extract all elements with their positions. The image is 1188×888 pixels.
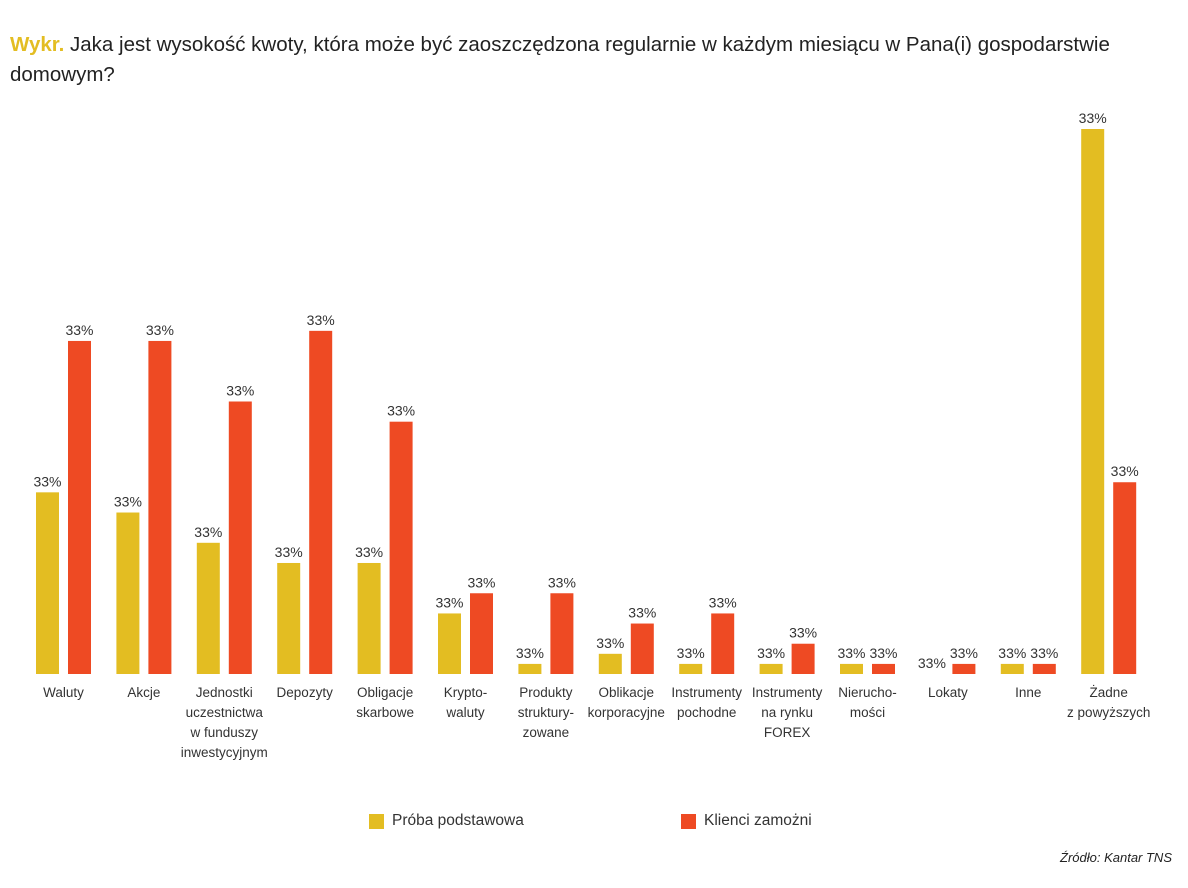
data-label-klienci-0: 33% xyxy=(65,322,93,338)
bar-klienci-10 xyxy=(872,663,895,674)
category-label-9: Instrumenty na rynku FOREX xyxy=(752,685,823,740)
bar-proba-8 xyxy=(679,663,703,674)
data-label-klienci-2: 33% xyxy=(226,383,254,399)
category-label-10: Nierucho-mości xyxy=(838,685,897,720)
category-label-7: Oblikacje korporacyjne xyxy=(588,685,665,720)
bar-klienci-5 xyxy=(470,593,493,674)
category-label-0: Waluty xyxy=(43,685,84,700)
bar-proba-6 xyxy=(518,663,542,674)
legend-swatch-klienci xyxy=(681,813,696,829)
data-label-proba-13: 33% xyxy=(1079,110,1107,126)
category-label-8: Instrumenty pochodne xyxy=(671,685,742,720)
bar-proba-4 xyxy=(357,562,381,674)
bar-klienci-7 xyxy=(630,623,654,674)
bar-klienci-6 xyxy=(550,593,574,674)
bar-klienci-1 xyxy=(148,340,172,674)
category-label-1: Akcje xyxy=(127,685,160,700)
bar-klienci-2 xyxy=(228,401,252,674)
category-label-3: Depozyty xyxy=(277,685,334,700)
data-label-proba-9: 33% xyxy=(757,645,785,661)
data-label-klienci-5: 33% xyxy=(467,574,495,590)
data-label-proba-10: 33% xyxy=(837,645,865,661)
category-label-4: Obligacje skarbowe xyxy=(356,685,414,720)
category-label-12: Inne xyxy=(1015,685,1041,700)
data-label-proba-0: 33% xyxy=(33,473,61,489)
data-label-klienci-8: 33% xyxy=(709,594,737,610)
data-label-proba-4: 33% xyxy=(355,544,383,560)
data-label-proba-5: 33% xyxy=(435,594,463,610)
legend-label-klienci: Klienci zamożni xyxy=(704,812,812,829)
bar-klienci-13 xyxy=(1113,482,1137,674)
data-label-proba-12: 33% xyxy=(998,645,1026,661)
title-text: Jaka jest wysokość kwoty, która może być… xyxy=(10,33,1110,86)
bar-klienci-11 xyxy=(952,663,976,674)
category-label-13: Żadne z powyższych xyxy=(1067,685,1150,720)
data-label-proba-1: 33% xyxy=(114,494,142,510)
category-label-5: Krypto-waluty xyxy=(444,685,488,720)
data-label-klienci-9: 33% xyxy=(789,625,817,641)
data-label-proba-11: 33% xyxy=(918,655,946,671)
bar-klienci-12 xyxy=(1032,663,1056,674)
data-label-proba-6: 33% xyxy=(516,645,544,661)
data-label-klienci-7: 33% xyxy=(628,605,656,621)
bar-klienci-8 xyxy=(711,613,735,674)
legend-item-proba: Próba podstawowa xyxy=(369,812,524,830)
bar-proba-2 xyxy=(196,542,220,674)
bar-klienci-3 xyxy=(309,330,333,674)
bar-proba-0 xyxy=(36,492,59,674)
bar-klienci-9 xyxy=(791,643,815,674)
bar-klienci-0 xyxy=(68,340,91,674)
bar-proba-7 xyxy=(598,653,622,674)
category-label-2: Jednostki uczestnictwa w funduszy inwestycy… xyxy=(181,685,268,760)
legend-item-klienci: Klienci zamożni xyxy=(681,812,812,830)
data-label-klienci-6: 33% xyxy=(548,574,576,590)
bar-proba-5 xyxy=(438,613,461,674)
data-label-klienci-3: 33% xyxy=(307,312,335,328)
bar-proba-9 xyxy=(759,663,783,674)
bar-proba-3 xyxy=(277,562,301,674)
bar-klienci-4 xyxy=(389,421,413,674)
category-label-6: Produkty struktury-zowane xyxy=(518,685,574,740)
data-label-proba-7: 33% xyxy=(596,635,624,651)
source-note: Źródło: Kantar TNS xyxy=(1060,850,1172,865)
bar-proba-10 xyxy=(840,663,863,674)
data-label-klienci-10: 33% xyxy=(869,645,897,661)
bar-proba-13 xyxy=(1081,129,1105,674)
bar-proba-12 xyxy=(1000,663,1024,674)
bar-proba-1 xyxy=(116,512,140,674)
title-prefix: Wykr. xyxy=(10,33,65,56)
data-label-proba-3: 33% xyxy=(275,544,303,560)
data-label-klienci-1: 33% xyxy=(146,322,174,338)
legend-swatch-proba xyxy=(369,813,384,829)
data-label-klienci-13: 33% xyxy=(1111,463,1139,479)
data-label-proba-2: 33% xyxy=(194,524,222,540)
data-label-klienci-4: 33% xyxy=(387,403,415,419)
data-label-klienci-12: 33% xyxy=(1030,645,1058,661)
data-label-proba-8: 33% xyxy=(677,645,705,661)
data-label-klienci-11: 33% xyxy=(950,645,978,661)
category-label-11: Lokaty xyxy=(928,685,968,700)
chart-title: Wykr. Jaka jest wysokość kwoty, która mo… xyxy=(10,30,1180,90)
legend-label-proba: Próba podstawowa xyxy=(392,812,524,829)
